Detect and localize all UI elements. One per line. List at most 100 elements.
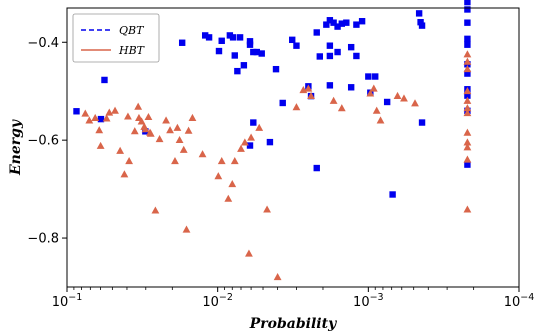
qbt-point bbox=[236, 34, 244, 41]
qbt-point bbox=[417, 18, 424, 26]
hbt-point bbox=[463, 128, 472, 136]
qbt-point bbox=[218, 37, 225, 44]
hbt-point bbox=[162, 116, 170, 124]
hbt-point bbox=[245, 249, 253, 257]
axes: 10−1 10−2 10−3 10−4 −0.4 −0.6 −0.8 bbox=[27, 36, 534, 310]
x-tick-label: 10−3 bbox=[353, 292, 384, 310]
qbt-point bbox=[464, 35, 471, 43]
qbt-point bbox=[358, 18, 366, 25]
hbt-point bbox=[400, 94, 408, 102]
legend: QBT HBT bbox=[72, 13, 160, 63]
qbt-point bbox=[313, 164, 320, 172]
hbt-point bbox=[337, 104, 346, 112]
legend-label-hbt: HBT bbox=[118, 44, 146, 57]
qbt-point bbox=[293, 42, 300, 49]
qbt-point bbox=[464, 92, 471, 99]
qbt-point bbox=[464, 0, 471, 6]
hbt-point bbox=[116, 146, 125, 154]
x-tick-label: 10−1 bbox=[52, 292, 83, 310]
hbt-point bbox=[188, 113, 197, 122]
legend-box bbox=[72, 13, 160, 63]
qbt-point bbox=[279, 99, 286, 107]
hbt-point bbox=[369, 84, 378, 92]
plot-frame bbox=[66, 7, 520, 288]
qbt-point bbox=[326, 52, 334, 60]
hbt-point bbox=[463, 64, 472, 73]
hbt-point bbox=[237, 144, 245, 152]
hbt-point bbox=[166, 126, 174, 134]
hbt-point bbox=[214, 172, 223, 180]
hbt-point bbox=[463, 50, 472, 58]
qbt-point bbox=[347, 43, 355, 51]
qbt-point bbox=[246, 38, 254, 45]
qbt-point bbox=[372, 73, 379, 80]
hbt-point bbox=[304, 84, 313, 92]
qbt-point bbox=[418, 22, 426, 29]
hbt-point bbox=[463, 205, 472, 213]
qbt-point bbox=[231, 52, 238, 59]
hbt-point bbox=[463, 138, 472, 146]
qbt-point bbox=[266, 138, 274, 146]
hbt-point bbox=[151, 206, 160, 214]
hbt-point bbox=[376, 116, 385, 124]
qbt-point bbox=[289, 36, 296, 44]
hbt-point bbox=[130, 127, 139, 135]
hbt-point bbox=[125, 157, 134, 165]
qbt-point bbox=[347, 84, 355, 91]
hbt-point bbox=[95, 126, 104, 134]
hbt-point bbox=[182, 225, 191, 233]
legend-label-qbt: QBT bbox=[119, 24, 145, 37]
x-tick-label: 10−2 bbox=[202, 292, 233, 310]
hbt-point bbox=[463, 143, 472, 151]
hbt-point bbox=[463, 155, 472, 163]
hbt-point bbox=[329, 96, 338, 104]
qbt-point bbox=[240, 62, 248, 69]
qbt-point bbox=[389, 191, 396, 198]
x-tick-label: 10−4 bbox=[504, 292, 535, 310]
qbt-point bbox=[73, 108, 80, 115]
qbt-point bbox=[334, 23, 341, 30]
hbt-point bbox=[240, 138, 249, 146]
qbt-point bbox=[250, 119, 257, 126]
hbt-point bbox=[372, 106, 381, 114]
qbt-point bbox=[464, 70, 471, 77]
qbt-point bbox=[353, 21, 360, 28]
qbt-point bbox=[343, 19, 350, 26]
qbt-point bbox=[253, 48, 260, 56]
qbt-point bbox=[201, 32, 209, 39]
qbt-point bbox=[234, 67, 241, 75]
hbt-point bbox=[111, 106, 119, 114]
hbt-point bbox=[184, 126, 193, 134]
hbt-point bbox=[173, 123, 182, 131]
qbt-point bbox=[464, 6, 471, 13]
qbt-point bbox=[334, 48, 341, 56]
qbt-point bbox=[326, 42, 334, 49]
hbt-point bbox=[141, 125, 150, 133]
hbt-point bbox=[463, 57, 472, 65]
hbt-point bbox=[91, 113, 100, 122]
qbt-point bbox=[226, 32, 234, 39]
qbt-point bbox=[101, 76, 108, 84]
hbt-point bbox=[263, 205, 271, 213]
hbt-point bbox=[146, 129, 155, 137]
qbt-point bbox=[365, 73, 372, 80]
y-tick-label: −0.6 bbox=[27, 134, 59, 149]
qbt-point bbox=[316, 53, 323, 60]
qbt-point bbox=[250, 48, 257, 56]
hbt-point bbox=[228, 180, 237, 188]
qbt-point bbox=[205, 34, 213, 41]
hbt-point bbox=[463, 96, 472, 104]
hbt-point bbox=[463, 109, 472, 117]
hbt-point bbox=[179, 145, 188, 153]
hbt-point bbox=[134, 102, 143, 110]
hbt-point bbox=[198, 150, 207, 158]
hbt-point bbox=[85, 116, 94, 124]
hbt-point bbox=[137, 117, 146, 125]
hbt-point bbox=[102, 114, 111, 122]
hbt-point bbox=[105, 108, 114, 116]
qbt-point bbox=[464, 161, 471, 168]
qbt-point bbox=[97, 115, 105, 123]
y-tick-label: −0.4 bbox=[27, 36, 59, 51]
qbt-point bbox=[229, 34, 237, 41]
